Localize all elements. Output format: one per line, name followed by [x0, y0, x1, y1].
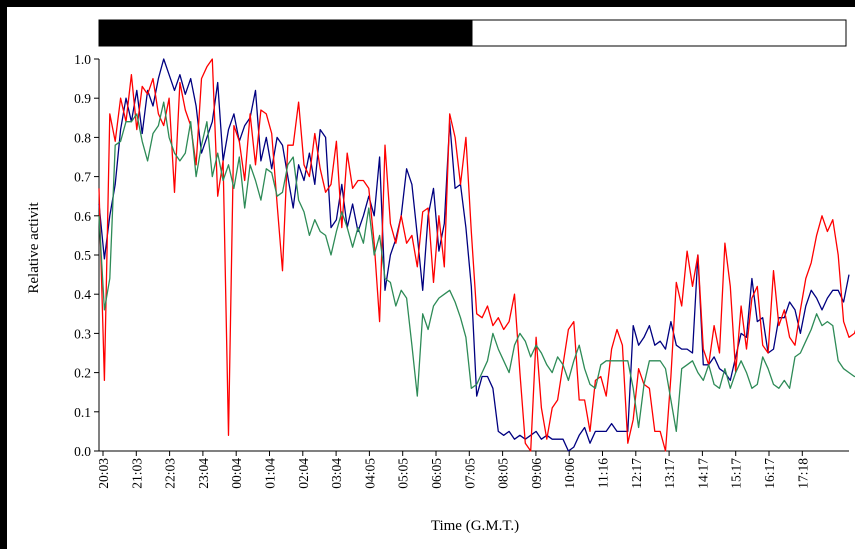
y-tick-label: 0.6 [74, 209, 91, 224]
x-tick-label: 14:17 [695, 458, 710, 489]
x-tick-label: 09:06 [529, 458, 544, 489]
y-axis-ticks: 0.0 0.1 0.2 0.3 0.4 0.5 0.6 0.7 0.8 0.9 1.0 [74, 52, 99, 459]
x-axis-title: Time (G.M.T.) [431, 518, 519, 534]
y-tick-label: 0.4 [74, 287, 91, 302]
x-tick-label: 20:03 [96, 458, 111, 489]
x-tick-label: 08:05 [496, 458, 511, 489]
left-border [0, 0, 7, 549]
y-axis-title: Relative activit [26, 202, 42, 294]
y-tick-label: 0.7 [74, 170, 91, 185]
x-tick-label: 02:04 [296, 458, 311, 489]
x-tick-label: 15:17 [729, 458, 744, 489]
x-tick-label: 16:17 [762, 458, 777, 489]
x-tick-label: 03:04 [329, 458, 344, 489]
y-tick-label: 0.2 [74, 366, 91, 381]
x-tick-label: 12:17 [629, 458, 644, 489]
x-tick-label: 10:06 [562, 458, 577, 489]
series-line-1 [98, 58, 850, 452]
x-tick-label: 07:05 [462, 458, 477, 489]
top-border [0, 0, 855, 7]
x-tick-label: 23:04 [196, 458, 211, 489]
x-tick-label: 13:17 [662, 458, 677, 489]
dark-period [99, 20, 473, 46]
y-tick-label: 0.0 [74, 444, 91, 459]
x-tick-label: 00:04 [229, 458, 244, 489]
series-layer [98, 58, 855, 452]
x-tick-label: 06:05 [429, 458, 444, 489]
y-tick-label: 0.9 [74, 91, 91, 106]
x-tick-label: 04:05 [362, 458, 377, 489]
x-tick-label: 05:05 [396, 458, 411, 489]
x-tick-label: 21:03 [129, 458, 144, 489]
series-line-3 [98, 101, 855, 433]
x-tick-label: 22:03 [163, 458, 178, 489]
series-line-2 [98, 58, 855, 452]
x-axis-ticks: 20:03 21:03 22:03 23:04 00:04 01:04 02:04 03:04… [96, 451, 810, 489]
x-tick-label: 01:04 [263, 458, 278, 489]
y-tick-label: 0.8 [74, 130, 91, 145]
light-dark-bar [98, 19, 847, 47]
y-tick-label: 0.5 [74, 248, 91, 263]
y-tick-label: 0.1 [74, 405, 91, 420]
axes [98, 59, 849, 452]
y-tick-label: 0.3 [74, 326, 91, 341]
x-tick-label: 11:16 [596, 458, 611, 488]
y-tick-label: 1.0 [74, 52, 91, 67]
x-tick-label: 17:18 [795, 458, 810, 489]
